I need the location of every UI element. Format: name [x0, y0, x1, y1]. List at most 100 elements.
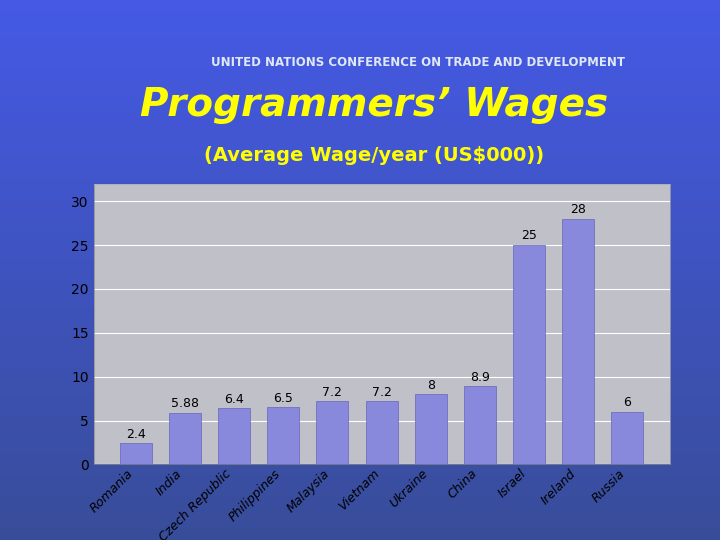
Bar — [0, 86, 720, 92]
Bar — [0, 124, 720, 130]
Text: 7.2: 7.2 — [323, 386, 343, 399]
Bar — [0, 103, 720, 108]
Bar — [0, 265, 720, 270]
Bar — [0, 356, 720, 362]
Bar — [0, 70, 720, 76]
Text: 2.4: 2.4 — [126, 428, 145, 441]
Bar — [0, 459, 720, 464]
Bar — [0, 200, 720, 205]
Bar — [0, 340, 720, 346]
Bar — [0, 508, 720, 513]
Bar — [0, 216, 720, 221]
Bar — [415, 394, 446, 464]
Bar — [0, 54, 720, 59]
Bar — [0, 119, 720, 124]
Bar — [0, 221, 720, 227]
Bar — [0, 11, 720, 16]
Bar — [0, 302, 720, 308]
Bar — [0, 497, 720, 502]
Bar — [0, 135, 720, 140]
Text: 8: 8 — [427, 379, 435, 392]
Bar — [0, 194, 720, 200]
Text: 6.5: 6.5 — [274, 392, 293, 405]
Bar — [0, 410, 720, 416]
Bar — [0, 232, 720, 238]
Bar — [0, 5, 720, 11]
Text: 6: 6 — [624, 396, 631, 409]
Text: 5.88: 5.88 — [171, 397, 199, 410]
Bar — [0, 157, 720, 162]
Bar — [0, 362, 720, 367]
Bar — [0, 448, 720, 454]
Bar — [0, 529, 720, 535]
Bar — [0, 22, 720, 27]
Bar — [0, 178, 720, 184]
Bar — [169, 413, 201, 464]
Bar — [0, 248, 720, 254]
Bar — [464, 386, 496, 464]
Bar — [0, 113, 720, 119]
Bar — [0, 38, 720, 43]
Bar — [0, 464, 720, 470]
Text: 28: 28 — [570, 203, 586, 216]
Bar — [0, 454, 720, 459]
Bar — [0, 184, 720, 189]
Bar — [0, 486, 720, 491]
Bar — [120, 443, 152, 464]
Bar — [0, 43, 720, 49]
Bar — [0, 346, 720, 351]
Bar — [0, 227, 720, 232]
Bar — [0, 173, 720, 178]
Bar — [611, 411, 644, 464]
Bar — [0, 513, 720, 518]
Bar — [0, 400, 720, 405]
Bar — [0, 481, 720, 486]
Text: (Average Wage/year (US$000)): (Average Wage/year (US$000)) — [204, 146, 544, 165]
Bar — [0, 275, 720, 281]
Bar — [0, 389, 720, 394]
Bar — [0, 324, 720, 329]
Bar — [0, 0, 720, 5]
Bar — [0, 281, 720, 286]
Bar — [0, 59, 720, 65]
Text: 6.4: 6.4 — [224, 393, 244, 406]
Bar — [0, 524, 720, 529]
Bar — [0, 416, 720, 421]
Bar — [0, 394, 720, 400]
Bar — [0, 308, 720, 313]
Text: Programmers’ Wages: Programmers’ Wages — [140, 86, 608, 124]
Bar — [0, 205, 720, 211]
Bar — [0, 146, 720, 151]
Bar — [0, 140, 720, 146]
Bar — [0, 65, 720, 70]
Bar — [0, 383, 720, 389]
Text: UNITED NATIONS CONFERENCE ON TRADE AND DEVELOPMENT: UNITED NATIONS CONFERENCE ON TRADE AND D… — [210, 56, 624, 69]
Bar — [0, 151, 720, 157]
Bar — [0, 167, 720, 173]
Bar — [366, 401, 397, 464]
Bar — [0, 367, 720, 373]
Bar — [0, 470, 720, 475]
Bar — [0, 270, 720, 275]
Text: 25: 25 — [521, 230, 537, 242]
Bar — [0, 518, 720, 524]
Bar — [0, 76, 720, 81]
Bar — [0, 162, 720, 167]
Bar — [513, 245, 545, 464]
Bar — [0, 286, 720, 292]
Bar — [0, 502, 720, 508]
Bar — [0, 243, 720, 248]
Bar — [0, 130, 720, 135]
Text: 7.2: 7.2 — [372, 386, 392, 399]
Bar — [0, 211, 720, 216]
Bar — [0, 329, 720, 335]
Bar — [0, 432, 720, 437]
Bar — [0, 335, 720, 340]
Bar — [0, 81, 720, 86]
Bar — [0, 491, 720, 497]
Bar — [0, 259, 720, 265]
Bar — [218, 408, 250, 464]
Bar — [0, 437, 720, 443]
Bar — [267, 407, 300, 464]
Bar — [0, 238, 720, 243]
